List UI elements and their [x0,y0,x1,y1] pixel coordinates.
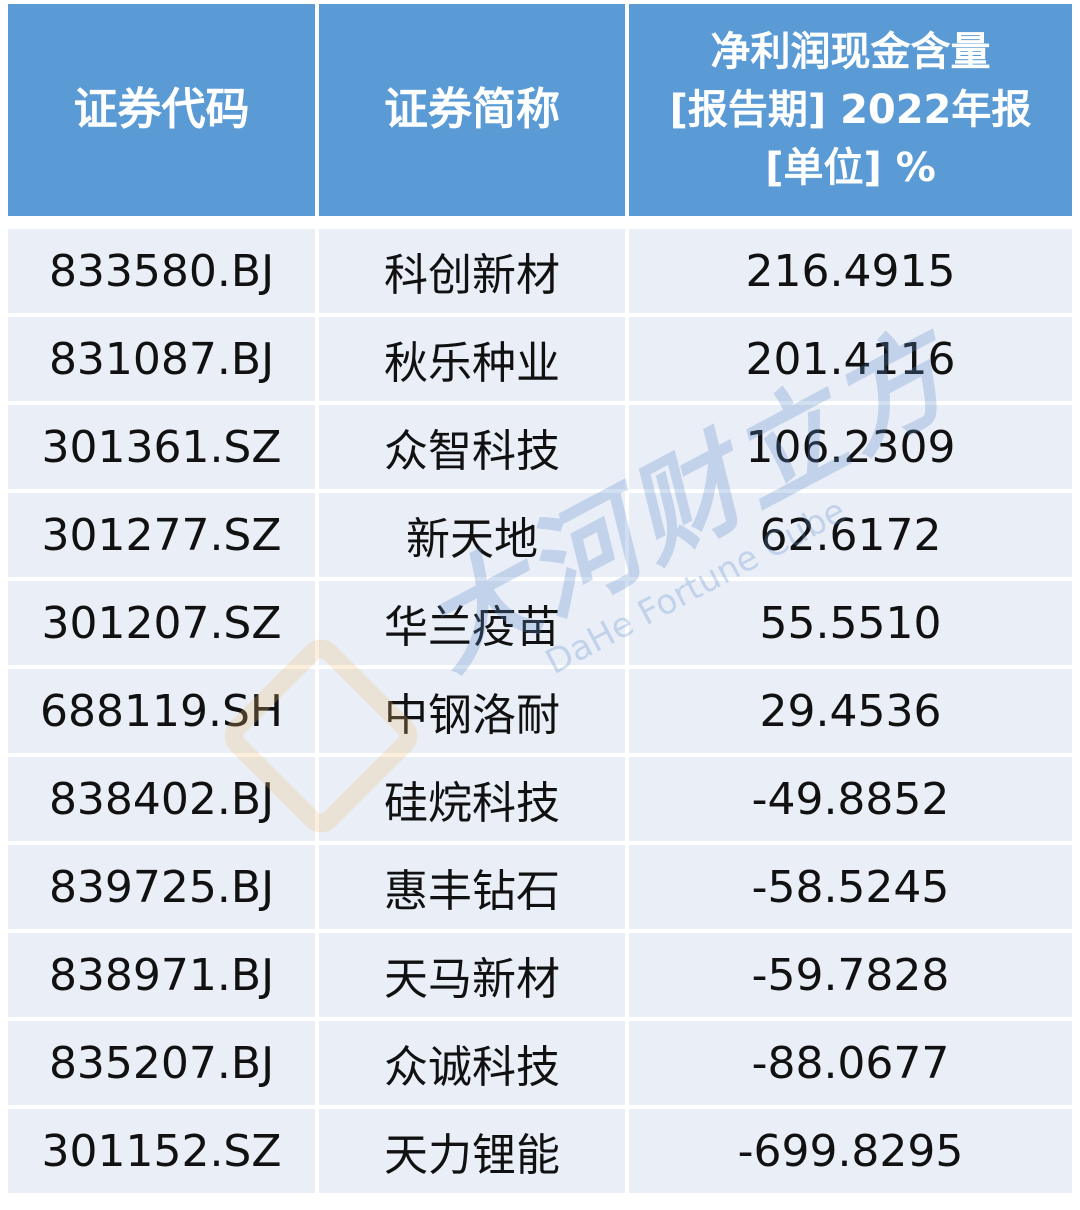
cell-code: 301277.SZ [8,493,315,581]
cell-code: 688119.SH [8,669,315,757]
cell-value: -58.5245 [629,845,1072,933]
cell-value: -59.7828 [629,933,1072,1021]
table-row: 301152.SZ 天力锂能 -699.8295 [8,1109,1072,1197]
table-row: 833580.BJ 科创新材 216.4915 [8,229,1072,317]
table-row: 838402.BJ 硅烷科技 -49.8852 [8,757,1072,845]
cell-name: 众诚科技 [319,1021,625,1109]
cell-code: 301207.SZ [8,581,315,669]
header-line: [报告期] 2022年报 [669,87,1032,133]
cell-name: 科创新材 [319,229,625,317]
cell-code: 831087.BJ [8,317,315,405]
cell-name: 天马新材 [319,933,625,1021]
table-row: 838971.BJ 天马新材 -59.7828 [8,933,1072,1021]
cell-name: 天力锂能 [319,1109,625,1197]
header-cash-content: 净利润现金含量 [报告期] 2022年报 [单位] % [629,4,1072,216]
cell-name: 惠丰钻石 [319,845,625,933]
table-row: 301277.SZ 新天地 62.6172 [8,493,1072,581]
cell-name: 中钢洛耐 [319,669,625,757]
cell-code: 835207.BJ [8,1021,315,1109]
cell-code: 838402.BJ [8,757,315,845]
cell-code: 301152.SZ [8,1109,315,1197]
cell-name: 硅烷科技 [319,757,625,845]
cell-code: 833580.BJ [8,229,315,317]
cell-name: 新天地 [319,493,625,581]
cell-value: 201.4116 [629,317,1072,405]
table-row: 301361.SZ 众智科技 106.2309 [8,405,1072,493]
header-name: 证券简称 [319,4,625,216]
table-row: 301207.SZ 华兰疫苗 55.5510 [8,581,1072,669]
cell-value: 29.4536 [629,669,1072,757]
cell-name: 众智科技 [319,405,625,493]
cell-value: 216.4915 [629,229,1072,317]
header-code: 证券代码 [8,4,315,216]
cell-code: 839725.BJ [8,845,315,933]
cell-name: 华兰疫苗 [319,581,625,669]
cell-value: 55.5510 [629,581,1072,669]
header-row: 证券代码 证券简称 净利润现金含量 [报告期] 2022年报 [单位] % [8,4,1072,216]
table-row: 839725.BJ 惠丰钻石 -58.5245 [8,845,1072,933]
table-row: 831087.BJ 秋乐种业 201.4116 [8,317,1072,405]
cell-value: -699.8295 [629,1109,1072,1197]
cell-value: -49.8852 [629,757,1072,845]
cell-value: 62.6172 [629,493,1072,581]
cell-value: -88.0677 [629,1021,1072,1109]
cell-code: 301361.SZ [8,405,315,493]
table-row: 688119.SH 中钢洛耐 29.4536 [8,669,1072,757]
data-table: 证券代码 证券简称 净利润现金含量 [报告期] 2022年报 [单位] % 83… [4,4,1076,1197]
header-line: [单位] % [765,145,936,191]
header-line: 净利润现金含量 [710,29,991,75]
table-row: 835207.BJ 众诚科技 -88.0677 [8,1021,1072,1109]
cell-name: 秋乐种业 [319,317,625,405]
cell-code: 838971.BJ [8,933,315,1021]
cell-value: 106.2309 [629,405,1072,493]
